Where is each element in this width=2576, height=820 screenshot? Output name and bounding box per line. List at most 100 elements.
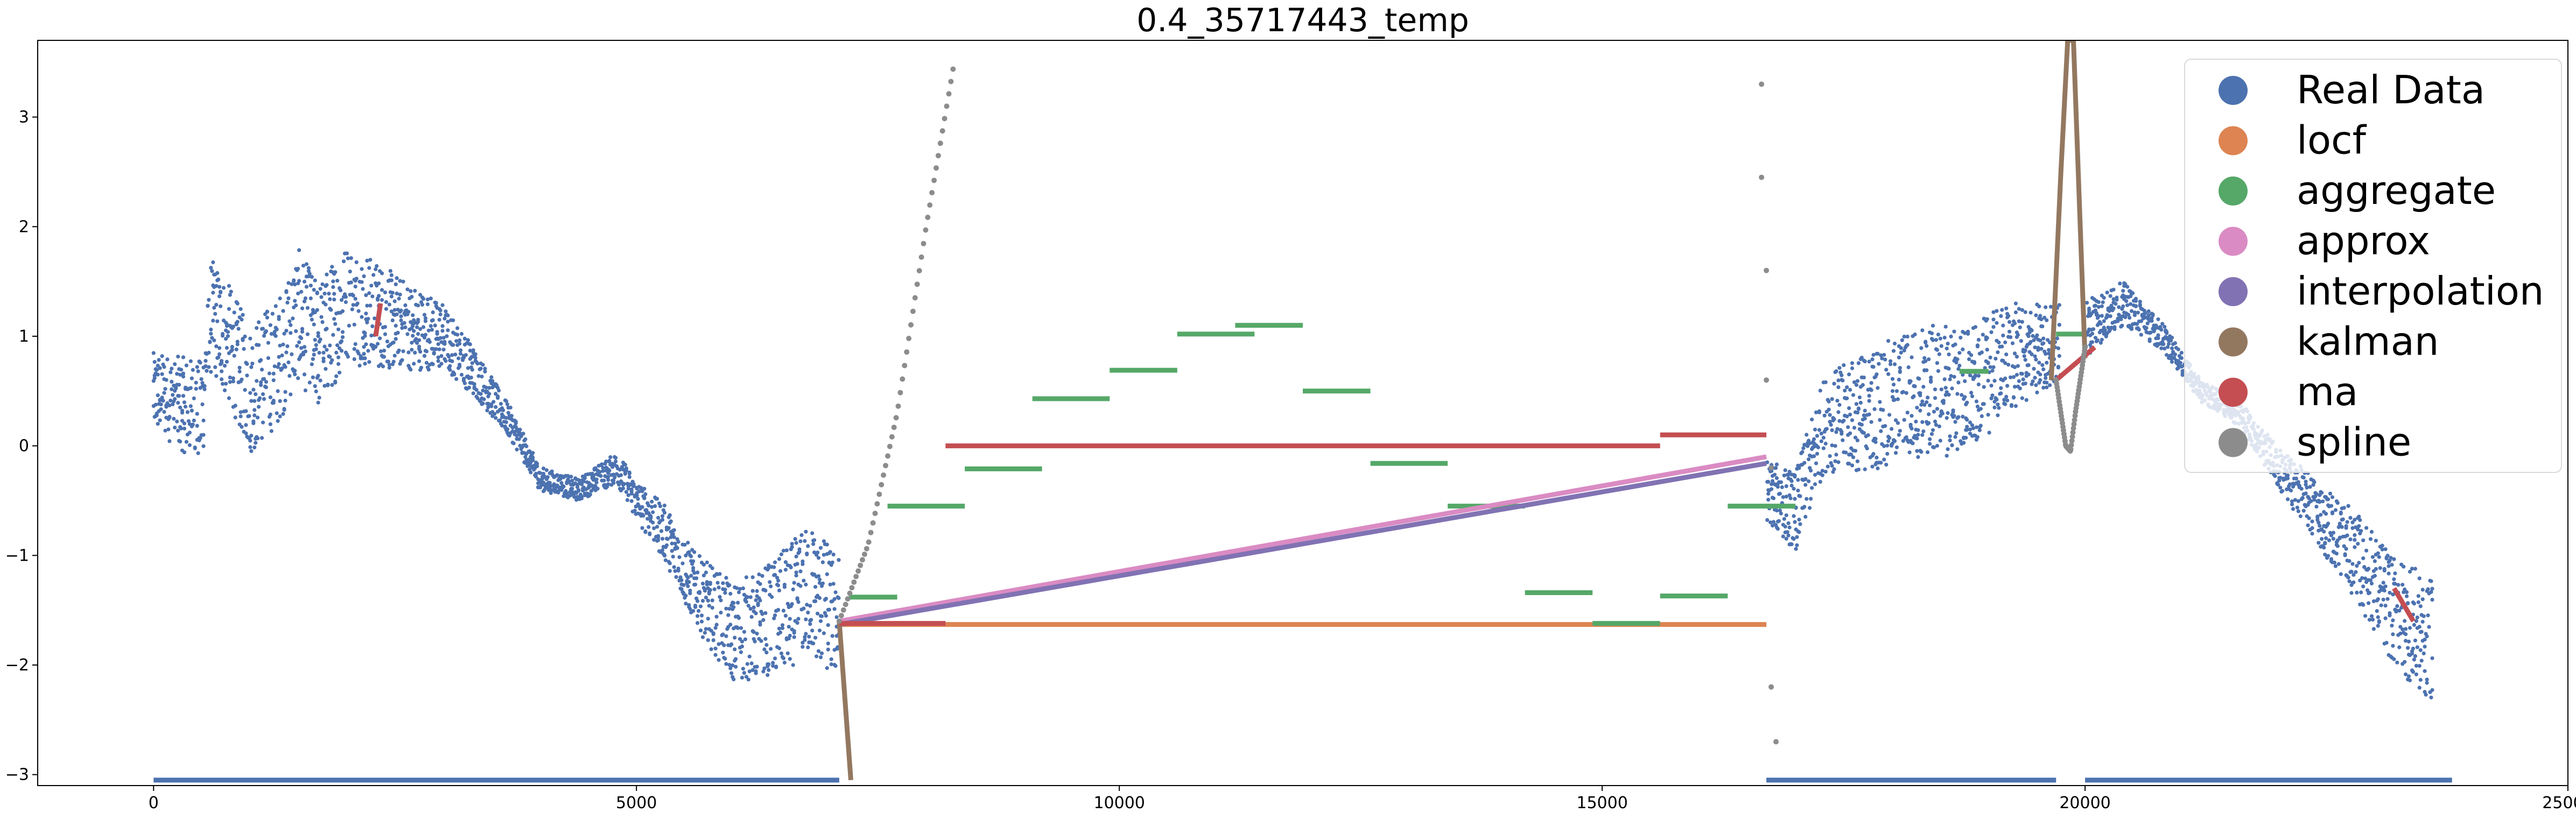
real-data-point	[2273, 474, 2277, 478]
real-data-point	[2019, 339, 2023, 343]
spline-point	[916, 268, 922, 274]
real-data-point	[692, 550, 697, 554]
spline-point	[923, 227, 929, 233]
real-data-point	[162, 365, 166, 369]
real-data-point	[259, 383, 263, 387]
real-data-point	[746, 677, 750, 682]
real-data-point	[185, 410, 189, 414]
real-data-point	[733, 647, 737, 652]
real-data-point	[1797, 530, 1801, 534]
real-data-point	[182, 421, 187, 426]
real-data-point	[2310, 519, 2314, 524]
real-data-point	[647, 525, 651, 529]
real-data-point	[739, 650, 743, 654]
real-data-point	[2358, 518, 2362, 522]
real-data-point	[2034, 383, 2038, 387]
real-data-point	[306, 266, 311, 270]
real-data-point	[1974, 425, 1978, 429]
real-data-point	[645, 517, 650, 521]
real-data-point	[248, 391, 252, 395]
real-data-point	[2420, 619, 2425, 624]
real-data-point	[333, 322, 338, 326]
real-data-point	[1961, 347, 1965, 352]
real-data-point	[2128, 302, 2133, 306]
real-data-point	[2096, 305, 2101, 309]
real-data-point	[213, 365, 217, 370]
real-data-point	[672, 565, 676, 569]
real-data-point	[668, 513, 672, 518]
real-data-point	[817, 596, 822, 600]
real-data-point	[696, 599, 700, 603]
real-data-point	[538, 471, 543, 475]
real-data-point	[217, 285, 222, 289]
real-data-point	[2015, 355, 2019, 359]
real-data-point	[1908, 422, 1913, 427]
real-data-point	[198, 360, 202, 365]
real-data-point	[2031, 379, 2035, 384]
real-data-point	[1941, 401, 1946, 405]
real-data-point	[783, 568, 788, 572]
real-data-point	[1872, 407, 1877, 412]
real-data-point	[412, 362, 416, 366]
real-data-point	[769, 584, 773, 589]
real-data-point	[774, 665, 778, 669]
real-data-point	[195, 423, 199, 428]
real-data-point	[2397, 645, 2402, 649]
real-data-point	[181, 374, 186, 379]
real-data-point	[790, 545, 794, 549]
real-data-point	[2038, 338, 2042, 343]
real-data-point	[2011, 375, 2016, 379]
real-data-point	[1919, 402, 1924, 407]
real-data-point	[2109, 303, 2114, 308]
real-data-point	[174, 385, 178, 390]
real-data-point	[511, 441, 516, 446]
real-data-point	[656, 535, 661, 540]
real-data-point	[312, 322, 316, 327]
real-data-point	[2398, 631, 2403, 635]
real-data-point	[2003, 340, 2008, 344]
real-data-point	[2176, 347, 2180, 351]
real-data-point	[1840, 429, 1844, 434]
real-data-point	[2331, 531, 2335, 535]
real-data-point	[196, 369, 200, 373]
real-data-point	[194, 387, 198, 391]
real-data-point	[1981, 333, 1985, 337]
real-data-point	[209, 370, 213, 374]
real-data-point	[297, 340, 301, 344]
spline-point	[891, 425, 897, 430]
real-data-point	[327, 292, 331, 296]
real-data-point	[2033, 345, 2037, 350]
real-data-point	[227, 396, 231, 400]
real-data-point	[2030, 352, 2034, 357]
real-data-point	[557, 485, 561, 490]
real-data-point	[2418, 604, 2423, 609]
x-tick-label: 10000	[1093, 794, 1145, 812]
real-data-point	[303, 388, 308, 393]
real-data-point	[2035, 390, 2039, 395]
real-data-point	[422, 313, 427, 317]
real-data-point	[694, 576, 699, 581]
real-data-point	[2034, 313, 2038, 317]
real-data-point	[2045, 318, 2049, 322]
real-data-point	[2090, 340, 2095, 344]
real-data-point	[2321, 499, 2325, 504]
real-data-point	[2294, 476, 2298, 481]
real-data-point	[607, 460, 612, 464]
real-data-point	[278, 399, 282, 404]
real-data-point	[704, 627, 708, 631]
real-data-point	[1805, 433, 1809, 437]
spline-point	[906, 336, 912, 341]
real-data-point	[181, 355, 186, 359]
real-data-point	[265, 309, 269, 314]
real-data-point	[292, 278, 296, 282]
real-data-point	[2361, 603, 2366, 607]
real-data-point	[335, 343, 340, 348]
real-data-point	[299, 289, 304, 294]
real-data-point	[777, 646, 782, 651]
real-data-point	[1891, 349, 1896, 353]
real-data-point	[529, 470, 533, 475]
real-data-point	[432, 351, 436, 356]
real-data-point	[1846, 425, 1850, 429]
real-data-point	[761, 618, 766, 622]
real-data-point	[569, 475, 573, 479]
